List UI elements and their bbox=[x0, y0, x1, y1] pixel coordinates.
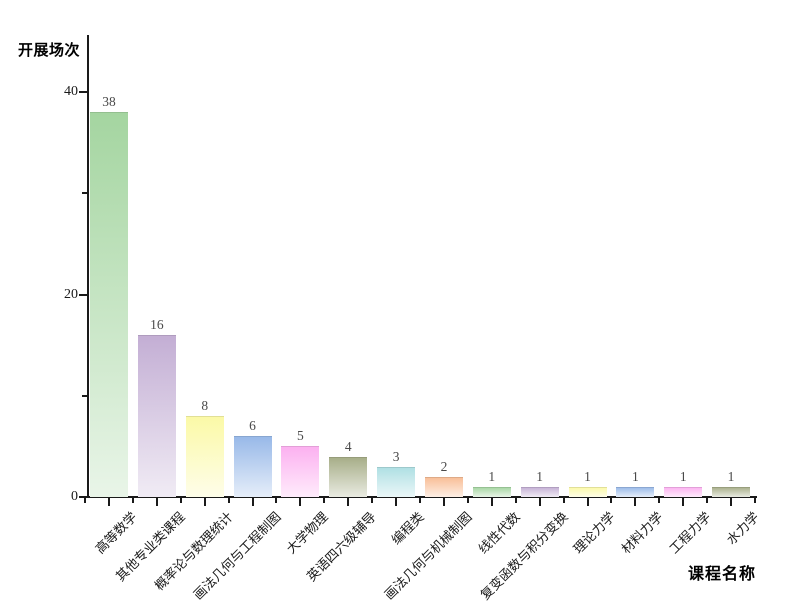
x-tick-minor bbox=[419, 498, 422, 503]
x-tick-minor bbox=[658, 498, 661, 503]
x-tick-minor bbox=[610, 498, 613, 503]
bar bbox=[520, 486, 559, 497]
y-tick-minor bbox=[82, 192, 87, 195]
x-tick-minor bbox=[131, 498, 134, 503]
x-tick-minor bbox=[275, 498, 278, 503]
x-tick-major bbox=[299, 498, 302, 506]
x-tick-minor bbox=[466, 498, 469, 503]
bar-value-label: 1 bbox=[727, 468, 735, 484]
bar bbox=[472, 486, 511, 497]
x-axis-title: 课程名称 bbox=[688, 566, 757, 583]
x-tick-major bbox=[108, 498, 110, 506]
bar-value-label: 8 bbox=[201, 398, 209, 413]
x-category-text: 理论力学 bbox=[570, 509, 619, 557]
bar-value-label: 1 bbox=[488, 468, 496, 484]
bar bbox=[281, 446, 320, 497]
x-tick-minor bbox=[514, 498, 517, 503]
bar-value-label: 3 bbox=[392, 448, 400, 464]
x-axis-line bbox=[85, 496, 757, 498]
y-tick-label: 40 bbox=[64, 84, 78, 99]
bar bbox=[137, 335, 176, 497]
x-category-text: 复变函数与积分变换 bbox=[477, 509, 571, 603]
x-category-text: 水力学 bbox=[723, 509, 762, 548]
bar-value-label: 2 bbox=[440, 458, 448, 474]
bar-value-label: 6 bbox=[249, 418, 256, 434]
x-category-text: 编程类 bbox=[388, 509, 427, 548]
x-tick-major bbox=[347, 498, 350, 506]
bar bbox=[329, 456, 368, 497]
y-tick-major bbox=[79, 91, 87, 93]
bar bbox=[616, 486, 655, 497]
bar bbox=[377, 466, 416, 497]
bar-value-label: 1 bbox=[536, 468, 544, 484]
x-tick-major bbox=[490, 498, 493, 506]
x-tick-major bbox=[538, 498, 541, 506]
y-tick-label: 20 bbox=[64, 286, 78, 302]
bar bbox=[424, 476, 463, 497]
bar bbox=[568, 486, 607, 497]
x-tick-minor bbox=[323, 498, 326, 503]
x-tick-minor bbox=[227, 498, 230, 503]
x-category-text: 工程力学 bbox=[666, 509, 714, 557]
x-tick-major bbox=[586, 498, 589, 506]
bar-value-label: 5 bbox=[297, 428, 304, 444]
x-tick-major bbox=[442, 498, 445, 506]
y-axis-line bbox=[87, 35, 89, 498]
y-tick-major bbox=[79, 293, 87, 296]
bar-value-label: 1 bbox=[631, 468, 639, 484]
x-tick-minor bbox=[84, 498, 87, 503]
x-tick-major bbox=[395, 498, 398, 506]
bar-value-label: 1 bbox=[584, 468, 591, 484]
y-tick-minor bbox=[82, 394, 87, 397]
x-tick-minor bbox=[371, 498, 374, 503]
x-tick-minor bbox=[753, 498, 756, 503]
x-tick-major bbox=[682, 498, 685, 506]
x-tick-major bbox=[634, 498, 637, 506]
x-tick-major bbox=[730, 498, 733, 506]
x-category-text: 材料力学 bbox=[618, 509, 667, 557]
x-tick-major bbox=[251, 498, 254, 506]
bar bbox=[90, 112, 128, 497]
bar-value-label: 1 bbox=[679, 468, 687, 484]
x-tick-minor bbox=[562, 498, 565, 503]
bar-value-label: 38 bbox=[102, 94, 116, 110]
bar-value-label: 4 bbox=[344, 438, 352, 454]
bar-value-label: 16 bbox=[150, 317, 164, 332]
bar bbox=[185, 416, 224, 497]
y-tick-label: 0 bbox=[71, 489, 78, 504]
x-tick-major bbox=[155, 498, 158, 506]
x-tick-minor bbox=[706, 498, 709, 503]
y-tick-major bbox=[79, 496, 87, 498]
x-category-text: 画法几何与机械制图 bbox=[381, 509, 475, 603]
y-axis-title: 开展场次 bbox=[18, 43, 81, 59]
x-category-text: 画法几何与工程制图 bbox=[189, 509, 284, 603]
bar bbox=[664, 486, 703, 497]
x-tick-major bbox=[203, 498, 206, 506]
bar bbox=[712, 486, 751, 497]
bar bbox=[233, 436, 272, 497]
x-tick-minor bbox=[179, 498, 182, 503]
